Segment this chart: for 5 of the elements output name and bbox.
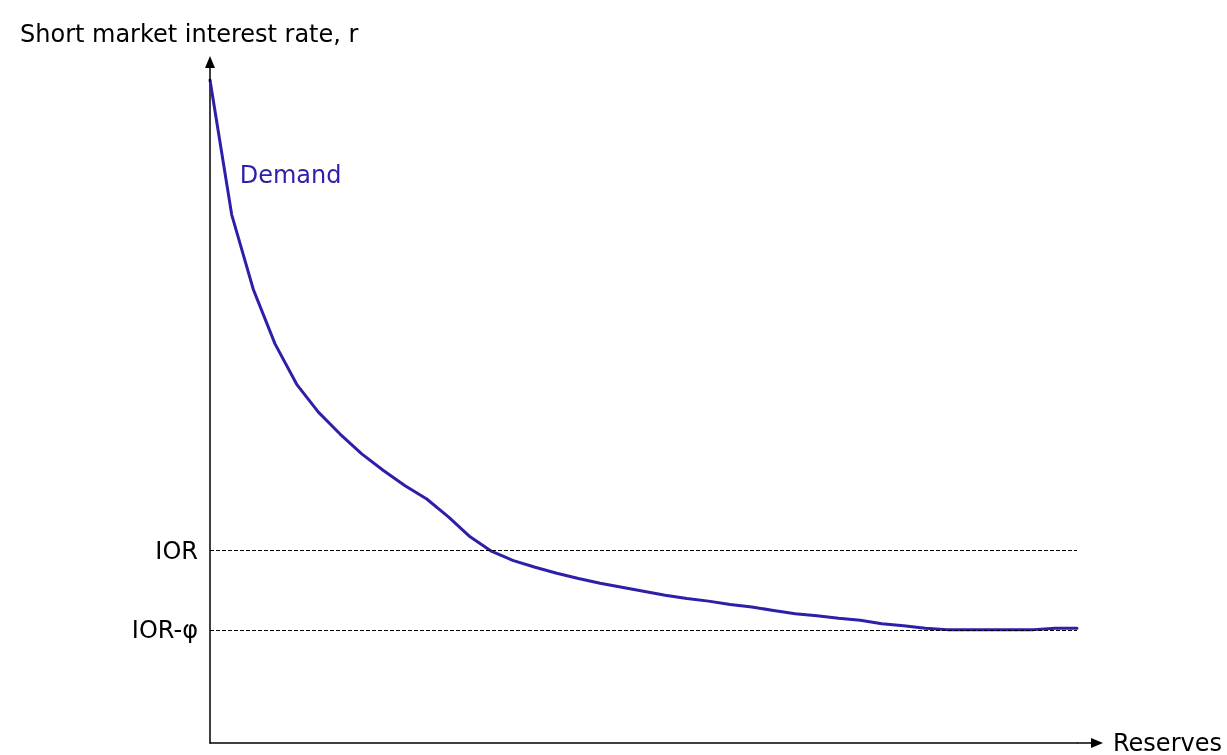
ref-line-label: IOR [155,536,198,565]
ref-line-label: IOR-φ [131,616,198,645]
x-axis-title: Reserves [1113,729,1222,755]
series-label: Demand [239,160,342,189]
y-axis-title: Short market interest rate, r [20,20,359,48]
